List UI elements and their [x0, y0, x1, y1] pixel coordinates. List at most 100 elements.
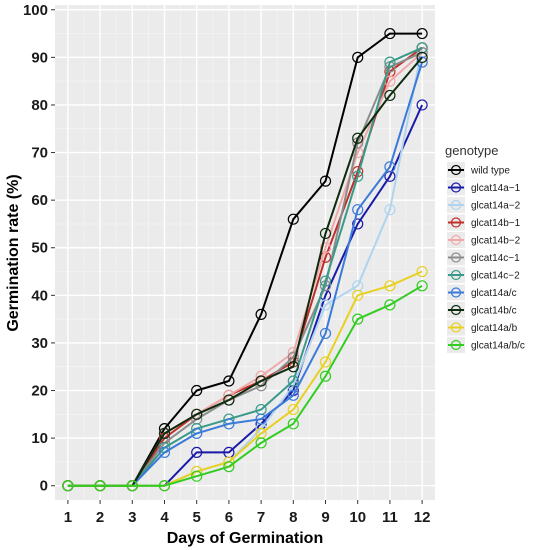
data-point	[191, 470, 203, 482]
x-tick-label: 12	[414, 509, 431, 526]
data-point	[191, 427, 203, 439]
y-tick-label: 50	[31, 240, 48, 257]
grid	[55, 5, 435, 500]
data-point	[255, 413, 267, 425]
x-tick-label: 2	[96, 509, 104, 526]
data-point	[384, 27, 396, 40]
y-tick-label: 40	[31, 287, 48, 304]
series-group	[62, 280, 428, 492]
data-point	[287, 403, 299, 416]
legend-key-marker	[450, 217, 462, 228]
data-point	[352, 218, 364, 230]
legend-key-marker	[450, 304, 462, 316]
data-point	[255, 375, 267, 387]
x-tick-label: 7	[257, 509, 265, 526]
data-point	[384, 89, 396, 102]
legend-key-marker	[450, 287, 462, 298]
data-point	[287, 389, 299, 401]
data-point	[287, 375, 299, 387]
legend-entry-label: glcat14b−1	[471, 218, 521, 229]
y-tick-label: 10	[31, 430, 48, 447]
data-point	[352, 313, 364, 325]
data-point	[287, 361, 299, 373]
x-tick-label: 11	[382, 509, 398, 526]
y-tick-label: 80	[31, 97, 48, 114]
legend-key-marker	[450, 269, 462, 281]
legend-entry-label: glcat14a−1	[471, 183, 521, 194]
data-point	[384, 204, 396, 216]
x-axis-ticks: 1 2 3 4 5 6 7 8 9 10 11 12	[64, 500, 431, 526]
x-tick-label: 9	[321, 509, 329, 526]
data-point	[223, 375, 235, 387]
data-point	[319, 327, 332, 340]
data-point	[319, 242, 332, 254]
legend-entry-label: glcat14b/c	[471, 306, 517, 317]
data-point	[416, 27, 428, 40]
y-tick-label: 100	[23, 2, 48, 19]
data-point	[384, 161, 396, 173]
y-tick-label: 60	[31, 192, 48, 209]
data-point	[384, 299, 396, 311]
data-point	[319, 275, 332, 287]
y-axis-ticks: 0 10 20 30 40 50 60 70 80 90 100	[23, 2, 55, 495]
data-point	[62, 480, 74, 492]
legend-key-marker	[450, 339, 462, 351]
data-point	[255, 308, 267, 320]
legend-key-marker	[450, 182, 462, 193]
data-point	[223, 394, 235, 406]
data-point	[352, 170, 364, 182]
y-tick-label: 90	[31, 49, 48, 66]
y-axis-title: Germination rate (%)	[5, 174, 22, 331]
data-point	[223, 418, 235, 430]
data-point	[319, 299, 332, 311]
y-tick-label: 30	[31, 335, 48, 352]
x-tick-label: 1	[64, 509, 72, 526]
data-point	[94, 480, 106, 492]
data-point	[191, 446, 203, 459]
x-tick-label: 8	[289, 509, 297, 526]
legend-entry-label: glcat14a−2	[471, 201, 521, 212]
data-point	[384, 56, 396, 68]
data-point	[416, 99, 428, 111]
data-point	[255, 437, 267, 449]
data-point	[352, 204, 364, 216]
data-point	[416, 265, 428, 278]
legend-entry-label: wild type	[470, 166, 510, 177]
data-point	[319, 370, 332, 382]
legend-entry-label: glcat14a/c	[471, 288, 517, 299]
data-point	[287, 213, 299, 225]
y-tick-label: 0	[40, 478, 48, 495]
data-point	[158, 446, 171, 459]
data-point	[126, 480, 138, 492]
legend-entry-label: glcat14a/b	[471, 323, 518, 334]
legend-key-marker	[450, 234, 462, 246]
data-point	[319, 356, 332, 368]
legend-entry-label: glcat14a/b/c	[471, 341, 525, 352]
x-tick-label: 10	[349, 509, 366, 526]
data-point	[416, 280, 428, 292]
legend-title: genotype	[445, 143, 499, 158]
legend: genotype wild type glcat14a−1 glcat14a−2 gl…	[445, 143, 525, 353]
legend-entry-label: glcat14b−2	[471, 236, 521, 247]
data-point	[319, 175, 332, 187]
legend-key-marker	[450, 322, 462, 333]
data-point	[158, 427, 171, 439]
x-tick-label: 4	[160, 509, 169, 526]
data-point	[191, 408, 203, 420]
y-tick-label: 70	[31, 145, 48, 162]
data-point	[352, 289, 364, 301]
data-series	[62, 27, 428, 492]
data-point	[319, 227, 332, 240]
x-tick-label: 3	[128, 509, 136, 526]
legend-key-marker	[450, 199, 462, 211]
legend-key-marker	[450, 252, 462, 263]
data-point	[384, 280, 396, 292]
data-point	[158, 480, 171, 492]
x-axis-title: Days of Germination	[167, 530, 323, 547]
data-point	[223, 461, 235, 473]
legend-entry-label: glcat14c−1	[471, 253, 520, 264]
data-point	[416, 51, 428, 63]
data-point	[191, 384, 203, 397]
x-tick-label: 5	[193, 509, 201, 526]
